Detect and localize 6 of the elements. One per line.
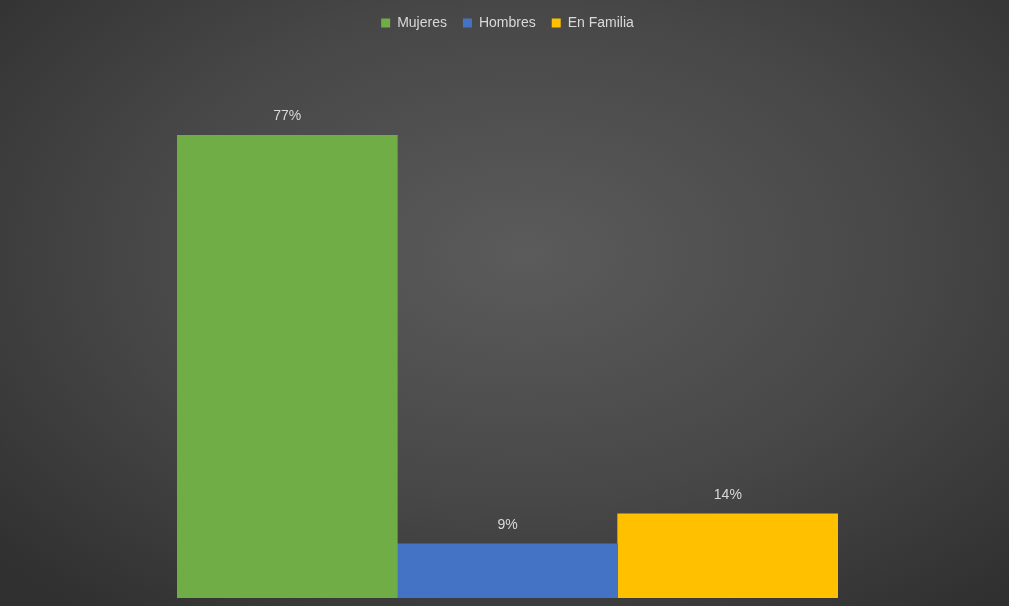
legend-label: Hombres [478, 13, 536, 30]
data-label: 14% [713, 485, 742, 502]
legend-label: En Familia [567, 13, 635, 30]
legend-label: Mujeres [397, 13, 447, 30]
data-label: 9% [497, 515, 518, 532]
data-label: 77% [273, 106, 302, 123]
